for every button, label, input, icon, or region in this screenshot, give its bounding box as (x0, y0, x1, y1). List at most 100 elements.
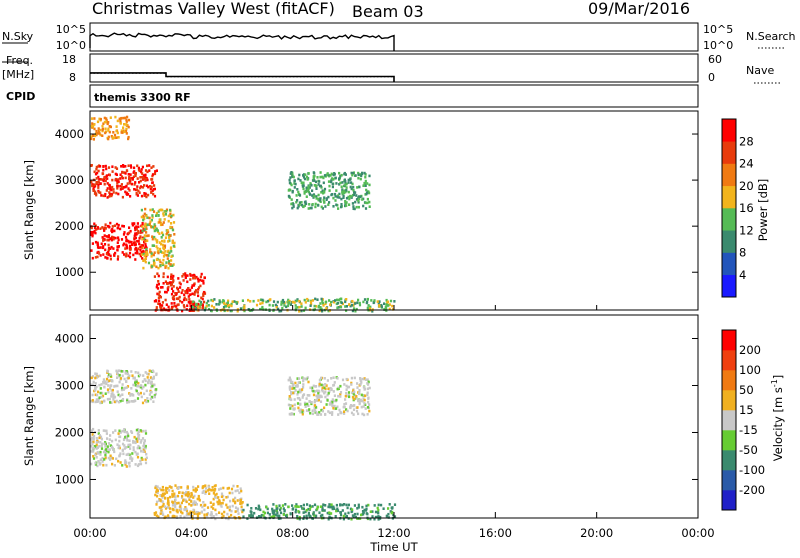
heatmap-cell (312, 384, 315, 388)
heatmap-cell (297, 406, 300, 410)
heatmap-cell (305, 397, 308, 400)
heatmap-cell (352, 205, 355, 208)
heatmap-cell (106, 388, 110, 391)
heatmap-cell (272, 309, 275, 312)
heatmap-cell (240, 505, 243, 509)
heatmap-cell (153, 275, 156, 278)
heatmap-cell (159, 512, 162, 515)
heatmap-cell (366, 393, 369, 396)
nave-tick-low: 0 (708, 71, 715, 84)
heatmap-cell (108, 225, 111, 229)
heatmap-cell (170, 302, 173, 305)
heatmap-cell (143, 441, 146, 445)
heatmap-cell (302, 184, 305, 187)
heatmap-cell (321, 389, 324, 393)
heatmap-cell (191, 305, 195, 309)
heatmap-cell (178, 281, 181, 285)
heatmap-cell (97, 183, 100, 187)
heatmap-cell (97, 169, 100, 173)
heatmap-cell (380, 305, 383, 308)
heatmap-cell (162, 243, 165, 247)
heatmap-cell (355, 307, 358, 311)
heatmap-cell (180, 501, 183, 505)
heatmap-cell (127, 187, 130, 190)
heatmap-cell (316, 176, 319, 179)
heatmap-cell (297, 510, 300, 513)
heatmap-cell (107, 243, 110, 247)
x-axis-label: Time UT (369, 540, 418, 554)
heatmap-cell (353, 404, 356, 407)
heatmap-cell (373, 517, 376, 521)
power-cbar-label: Power [dB] (756, 179, 770, 242)
heatmap-cell (147, 381, 150, 384)
heatmap-cell (262, 510, 265, 514)
heatmap-cell (307, 380, 310, 384)
heatmap-cell (186, 304, 189, 307)
heatmap-cell (215, 309, 219, 312)
heatmap-cell (184, 276, 187, 280)
heatmap-cell (297, 505, 300, 508)
heatmap-cell (352, 515, 355, 518)
heatmap-cell (112, 431, 115, 434)
heatmap-cell (124, 185, 127, 189)
heatmap-cell (228, 508, 231, 512)
heatmap-cell (154, 237, 157, 241)
heatmap-cell (135, 188, 138, 191)
heatmap-cell (171, 264, 174, 267)
heatmap-cell (332, 406, 335, 410)
heatmap-cell (342, 514, 345, 518)
heatmap-cell (156, 229, 159, 232)
heatmap-cell (91, 375, 95, 378)
heatmap-cell (119, 227, 122, 231)
heatmap-cell (192, 510, 195, 514)
heatmap-cell (152, 259, 155, 262)
heatmap-cell (100, 447, 104, 450)
heatmap-cell (330, 300, 333, 304)
nave-label: Nave (746, 64, 774, 77)
heatmap-cell (299, 398, 302, 402)
heatmap-cell (231, 300, 234, 303)
heatmap-cell (226, 301, 229, 304)
heatmap-cell (149, 391, 153, 394)
heatmap-cell (94, 184, 97, 188)
heatmap-cell (363, 508, 366, 512)
heatmap-cell (236, 309, 239, 313)
heatmap-cell (316, 507, 319, 511)
heatmap-cell (127, 135, 130, 139)
heatmap-cell (163, 244, 167, 248)
heatmap-cell (125, 430, 128, 434)
heatmap-cell (203, 276, 206, 280)
heatmap-cell (110, 193, 114, 196)
heatmap-cell (358, 402, 361, 406)
heatmap-cell (302, 379, 305, 383)
heatmap-cell (198, 305, 201, 308)
heatmap-cell (306, 503, 309, 506)
heatmap-cell (157, 266, 160, 270)
heatmap-cell (313, 308, 317, 311)
heatmap-cell (169, 277, 173, 280)
heatmap-cell (190, 493, 193, 496)
heatmap-cell (333, 507, 336, 510)
heatmap-cell (103, 182, 106, 186)
heatmap-cell (337, 306, 340, 309)
heatmap-cell (90, 249, 93, 252)
heatmap-cell (139, 245, 142, 249)
heatmap-cell (144, 461, 148, 465)
heatmap-cell (134, 243, 137, 246)
heatmap-cell (172, 274, 175, 278)
heatmap-cell (101, 246, 105, 250)
heatmap-cell (329, 174, 332, 177)
heatmap-cell (131, 223, 134, 227)
heatmap-cell (96, 171, 99, 175)
heatmap-cell (151, 265, 154, 268)
heatmap-cell (151, 216, 154, 219)
heatmap-cell (320, 383, 323, 387)
heatmap-cell (134, 248, 137, 251)
heatmap-cell (316, 298, 319, 301)
heatmap-cell (144, 222, 147, 226)
heatmap-cell (111, 178, 114, 182)
heatmap-cell (188, 498, 191, 501)
heatmap-cell (180, 486, 183, 489)
heatmap-cell (365, 507, 368, 511)
heatmap-cell (356, 512, 359, 516)
